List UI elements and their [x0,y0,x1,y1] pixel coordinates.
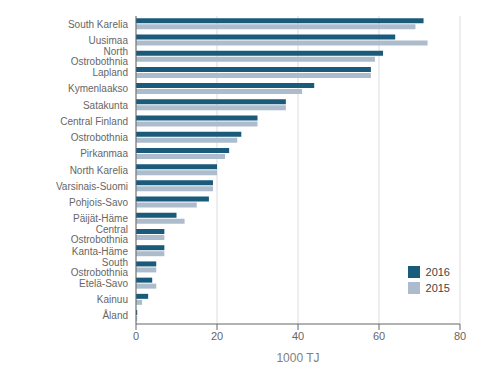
svg-text:NorthOstrobothnia: NorthOstrobothnia [71,46,129,67]
svg-text:Åland: Åland [102,309,128,321]
svg-text:1000 TJ: 1000 TJ [276,351,319,365]
svg-text:Etelä-Savo: Etelä-Savo [79,278,128,289]
svg-text:South Karelia: South Karelia [68,19,128,30]
svg-text:Satakunta: Satakunta [83,100,128,111]
svg-text:Pirkanmaa: Pirkanmaa [80,148,128,159]
svg-text:Uusimaa: Uusimaa [89,35,129,46]
html-text:2015: 2015 [425,282,450,294]
svg-text:0: 0 [133,330,139,342]
svg-text:40: 40 [292,330,304,342]
svg-text:Päijät-Häme: Päijät-Häme [73,213,128,224]
svg-text:Kymenlaakso: Kymenlaakso [68,83,128,94]
svg-text:North Karelia: North Karelia [70,165,129,176]
svg-text:Kainuu: Kainuu [97,294,128,305]
svg-text:CentralOstrobothnia: CentralOstrobothnia [71,224,129,245]
svg-text:Kanta-Häme: Kanta-Häme [72,246,129,257]
svg-text:Ostrobothnia: Ostrobothnia [71,132,129,143]
svg-text:Varsinais-Suomi: Varsinais-Suomi [56,181,128,192]
svg-text:20: 20 [211,330,223,342]
svg-text:80: 80 [454,330,466,342]
svg-text:Central Finland: Central Finland [60,116,128,127]
html-text:2016: 2016 [425,266,450,278]
svg-text:Lapland: Lapland [92,67,128,78]
svg-text:Pohjois-Savo: Pohjois-Savo [69,197,128,208]
svg-text:60: 60 [373,330,385,342]
svg-text:SouthOstrobothnia: SouthOstrobothnia [71,257,129,278]
